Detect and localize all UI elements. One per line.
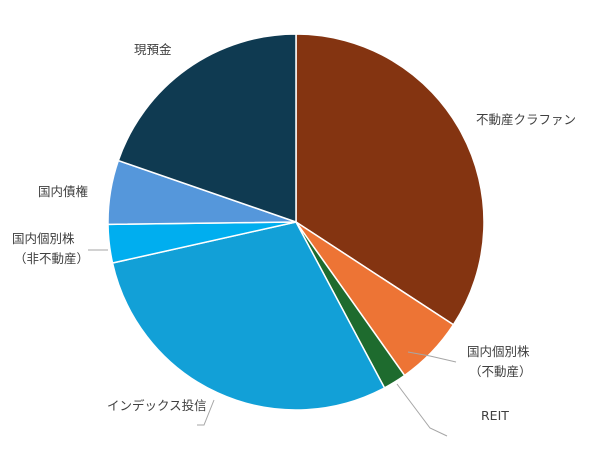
slice-label-4: 国内個別株 （非不動産） [12,231,89,266]
pie-slice-6 [117,33,297,224]
slice-label-line: 国内個別株 [467,344,530,359]
slice-label-line: 国内個別株 [12,231,75,246]
slice-label-line: （不動産） [469,364,532,379]
slice-label-line: インデックス投信 [107,398,207,413]
slice-label-3: インデックス投信 [107,398,207,413]
slice-label-line: 現預金 [134,42,172,57]
pie-slice-3 [111,221,386,411]
slice-label-line: 国内債権 [38,184,88,199]
leader-line-1 [407,351,457,363]
slice-label-line: 不動産クラファン [476,112,576,127]
leader-lines [88,249,457,437]
slice-label-6: 現預金 [134,42,172,57]
slice-label-line: REIT [481,408,509,423]
leader-line-2 [396,383,448,437]
pie-slices [107,33,485,411]
slice-label-line: （非不動産） [14,251,89,266]
slice-label-0: 不動産クラファン [476,112,576,127]
slice-label-2: REIT [481,408,509,423]
leader-line-3 [197,399,215,426]
slice-label-1: 国内個別株 （不動産） [467,344,532,379]
slice-label-5: 国内債権 [38,184,88,199]
